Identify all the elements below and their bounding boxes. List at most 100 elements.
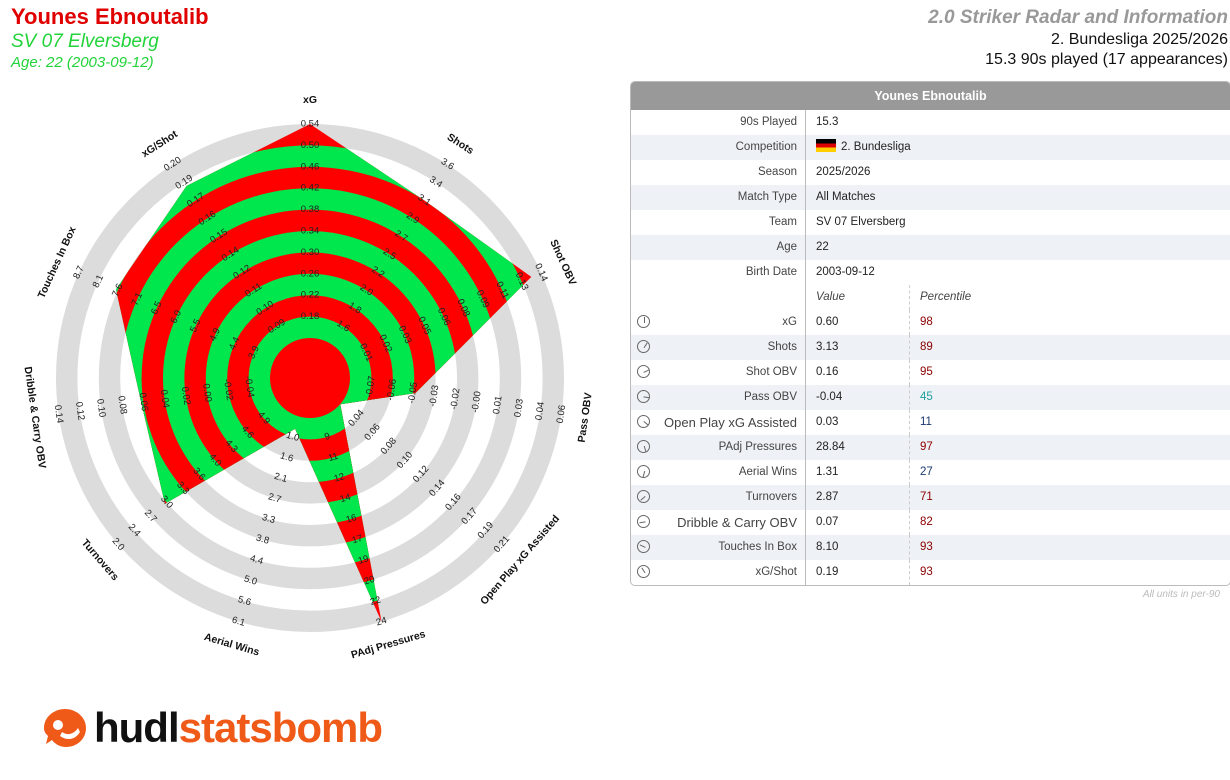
radar-tick-label: 6.1 (231, 615, 247, 629)
clock-icon (637, 515, 650, 528)
radar-tick-label: 9 (323, 431, 331, 443)
info-row: 90s Played 15.3 (631, 110, 1230, 135)
radar-tick-label: 0.12 (73, 401, 87, 421)
clock-icon (637, 465, 650, 478)
metric-percentile: 71 (920, 491, 933, 503)
metric-value: 0.19 (806, 560, 910, 585)
radar-tick-label: 0.01 (491, 395, 505, 415)
radar-axis-label: Shot OBV (547, 238, 578, 288)
radar-tick-label: 6.5 (149, 300, 164, 317)
radar-tick-label: -0.05 (406, 381, 420, 404)
metric-value: 28.84 (806, 435, 910, 460)
metric-label: Dribble & Carry OBV (631, 510, 806, 535)
metric-value: 0.16 (806, 360, 910, 385)
metric-row: Shot OBV 0.16 95 (631, 360, 1230, 385)
radar-tick-label: 0.10 (94, 398, 108, 418)
info-row: Age 22 (631, 235, 1230, 260)
info-value: 15.3 (816, 116, 839, 128)
table-title: Younes Ebnoutalib (631, 82, 1230, 110)
radar-chart: 0.18 0.22 0.26 0.30 0.34 0.38 0.42 0.46 0.50 0.54… (22, 94, 595, 661)
metric-label: xG/Shot (631, 560, 806, 585)
radar-tick-label: 3.3 (261, 512, 277, 526)
radar-tick-label: -0.00 (470, 390, 484, 413)
radar-tick-label: 0.00 (200, 383, 214, 403)
metric-percentile: 11 (920, 416, 932, 428)
report-title: 2.0 Striker Radar and Information (928, 7, 1228, 28)
header-left: Younes Ebnoutalib SV 07 Elversberg Age: … (11, 4, 209, 72)
radar-tick-label: 5.5 (188, 318, 203, 335)
info-row: Match Type All Matches (631, 185, 1230, 210)
metric-percentile: 97 (920, 441, 933, 453)
radar-tick-label: 0.30 (301, 247, 320, 258)
clock-icon (637, 415, 650, 428)
clock-icon (637, 540, 650, 553)
radar-tick-label: 5.6 (237, 594, 253, 608)
info-row: Season 2025/2026 (631, 160, 1230, 185)
metric-value: -0.04 (806, 385, 910, 410)
metric-value: 8.10 (806, 535, 910, 560)
radar-tick-label: 0.08 (115, 395, 129, 415)
radar-tick-label: 4.4 (249, 553, 265, 567)
metric-label: Open Play xG Assisted (631, 410, 806, 435)
radar-tick-label: 3.9 (246, 344, 261, 361)
radar-tick-label: -0.04 (242, 375, 256, 398)
metric-row: PAdj Pressures 28.84 97 (631, 435, 1230, 460)
radar-tick-label: 0.04 (158, 389, 172, 409)
header-right: 2.0 Striker Radar and Information 2. Bun… (928, 6, 1228, 70)
statsbomb-badge-icon (44, 709, 86, 747)
metric-percentile: 82 (920, 516, 933, 528)
radar-tick-label: 2.1 (273, 471, 289, 485)
info-table: Younes Ebnoutalib 90s Played 15.3 Competit… (630, 81, 1230, 586)
metric-value: 1.31 (806, 460, 910, 485)
radar-tick-label: 0.04 (533, 401, 547, 421)
metric-label: Pass OBV (631, 385, 806, 410)
metric-label: Turnovers (631, 485, 806, 510)
metric-percentile: 45 (920, 391, 933, 403)
radar-tick-label: 17 (351, 533, 364, 547)
metric-label: Shot OBV (631, 360, 806, 385)
metric-row: Turnovers 2.87 71 (631, 485, 1230, 510)
radar-tick-label: 1.0 (285, 430, 301, 444)
radar-axis-label: Dribble & Carry OBV (22, 366, 48, 469)
radar-tick-label: 7.1 (130, 291, 145, 308)
metric-value: 0.07 (806, 510, 910, 535)
radar-center (290, 358, 330, 398)
radar-tick-label: 16 (345, 512, 358, 526)
percentile-header: Percentile (920, 291, 972, 303)
radar-tick-label: 12 (333, 471, 346, 485)
radar-axis-label: Aerial Wins (203, 631, 261, 659)
radar-tick-label: 8.1 (91, 273, 106, 290)
info-value: 2025/2026 (816, 166, 871, 178)
clock-icon (637, 315, 650, 328)
radar-axis-label: PAdj Pressures (350, 628, 427, 661)
radar-axis-label: Pass OBV (576, 392, 595, 443)
info-label: Match Type (631, 185, 806, 210)
metric-row: Pass OBV -0.04 45 (631, 385, 1230, 410)
radar-tick-label: 0.26 (301, 268, 320, 279)
info-label: Age (631, 235, 806, 260)
value-header: Value (806, 285, 910, 310)
radar-tick-label: 1.6 (279, 450, 295, 464)
radar-tick-label: 7.6 (110, 282, 125, 299)
radar-tick-label: 11 (327, 451, 340, 464)
germany-flag-icon (816, 139, 836, 152)
info-label: Team (631, 210, 806, 235)
metric-row: Touches In Box 8.10 93 (631, 535, 1230, 560)
radar-tick-label: 24 (375, 615, 388, 629)
radar-axis-label: Shots (445, 131, 476, 157)
radar-tick-label: 0.34 (301, 226, 320, 237)
info-value: SV 07 Elversberg (816, 216, 906, 228)
clock-icon (637, 340, 650, 353)
clock-icon (637, 440, 650, 453)
radar-tick-label: -0.07 (364, 375, 378, 398)
clock-icon (637, 365, 650, 378)
info-rows: 90s Played 15.3 Competition 2. Bundesliga Se… (631, 110, 1230, 285)
metric-value: 3.13 (806, 335, 910, 360)
metric-label: xG (631, 310, 806, 335)
metric-label: Shots (631, 335, 806, 360)
clock-icon (637, 565, 650, 578)
info-value: All Matches (816, 191, 876, 203)
units-footnote: All units in per-90 (1142, 589, 1220, 600)
radar-tick-label: 0.22 (301, 290, 320, 301)
info-row: Team SV 07 Elversberg (631, 210, 1230, 235)
